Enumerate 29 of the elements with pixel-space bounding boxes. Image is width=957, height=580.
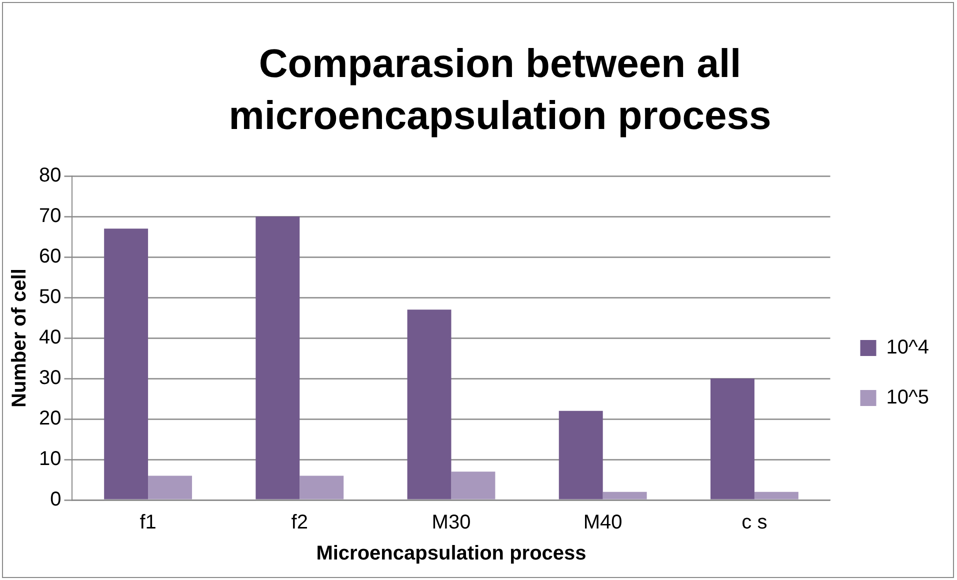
y-tick-label: 20 [38,408,62,430]
x-tick-label: f2 [291,512,308,534]
y-tick-label: 80 [38,164,62,187]
legend-label: 10^5 [886,386,930,409]
bar [148,476,192,500]
bar [602,492,647,500]
bar [104,228,148,500]
x-tick-label: f1 [140,512,156,534]
y-tick-label: 70 [38,205,62,228]
bar [300,476,344,500]
bar [407,310,452,500]
y-axis-title: Number of cell [8,268,31,408]
bar [558,410,603,500]
y-tick-label: 60 [38,246,62,268]
bar [451,472,496,500]
y-tick-label: 10 [38,448,62,470]
y-tick-label: 30 [38,367,62,390]
bar [710,378,754,500]
bar [256,216,300,500]
legend-label: 10^4 [886,336,930,359]
x-tick-label: M30 [432,512,471,534]
chart-title: Comparasion between all microencapsulation process [228,41,772,140]
bar [754,492,798,500]
y-tick-label: 50 [38,286,62,308]
y-tick-label: 0 [50,488,62,511]
x-tick-label: c s [742,512,768,534]
x-tick-label: M40 [583,512,622,534]
x-axis-title: Microencapsulation process [316,542,586,565]
y-tick-label: 40 [38,326,62,349]
